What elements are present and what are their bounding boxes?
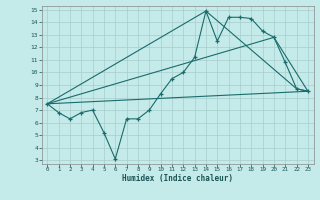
X-axis label: Humidex (Indice chaleur): Humidex (Indice chaleur): [122, 174, 233, 183]
